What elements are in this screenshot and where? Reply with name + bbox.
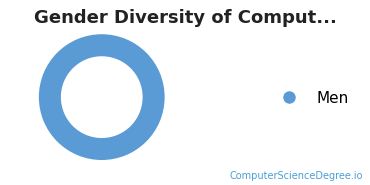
Legend: Men: Men	[268, 84, 355, 112]
Text: ComputerScienceDegree.io: ComputerScienceDegree.io	[229, 171, 363, 181]
Text: Gender Diversity of Comput...: Gender Diversity of Comput...	[34, 9, 336, 27]
Wedge shape	[39, 34, 165, 160]
